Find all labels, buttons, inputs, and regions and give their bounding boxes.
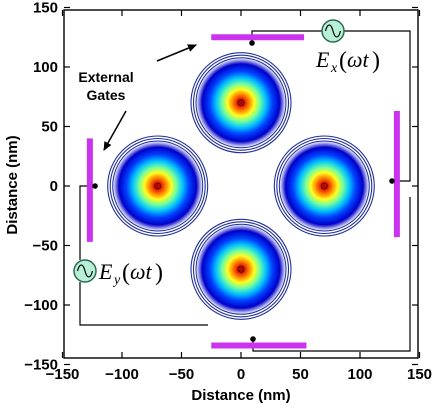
x-tick-label: 150 xyxy=(407,366,432,383)
ey-field-label: E y ( ωt ) xyxy=(98,259,163,288)
ey-subscript: y xyxy=(112,273,121,288)
ey-ac-source-icon xyxy=(73,259,97,283)
y-tick-label: 100 xyxy=(33,59,58,76)
axis-ticks: −150 −100 −50 0 50 100 150 150 100 50 0 −50 −100 −150 xyxy=(24,0,432,383)
gate-contact-dot xyxy=(250,336,256,342)
x-tick-label: −100 xyxy=(105,366,139,383)
dot-middle-ring xyxy=(192,54,290,151)
dot-density-disc xyxy=(112,140,204,232)
ex-open-paren: ( xyxy=(339,48,347,74)
quantum-dot xyxy=(107,135,209,237)
y-tick-label: 50 xyxy=(41,119,58,136)
dot-center-marker xyxy=(154,182,162,190)
dot-density-disc xyxy=(195,223,287,315)
annotation-arrow-left xyxy=(103,110,127,151)
ey-open-paren: ( xyxy=(122,260,130,286)
ey-symbol: E xyxy=(98,259,113,284)
y-tick-label: −150 xyxy=(24,357,58,374)
gate-contact-dot xyxy=(249,40,255,46)
ex-field-label: E x ( ωt ) xyxy=(315,47,380,76)
annotation-line-1: External xyxy=(78,69,133,85)
dot-density-disc xyxy=(278,140,370,232)
quantum-dot xyxy=(190,218,292,320)
x-tick-label: −150 xyxy=(46,366,80,383)
dot-outer-ring xyxy=(190,218,292,320)
quantum-dots xyxy=(107,52,375,320)
dot-center-marker xyxy=(237,265,245,273)
dot-outer-ring xyxy=(107,135,209,237)
ex-symbol: E xyxy=(315,47,330,72)
dot-middle-ring xyxy=(109,137,206,235)
annotation-arrow-top xyxy=(156,44,197,62)
dot-density-disc xyxy=(195,57,287,149)
dot-outer-ring xyxy=(190,52,292,154)
external-gates-annotation: External Gates xyxy=(78,44,197,151)
x-tick-label: 50 xyxy=(292,366,309,383)
dot-center-marker xyxy=(237,99,245,107)
y-tick-label: 150 xyxy=(33,0,58,17)
x-axis-label: Distance (nm) xyxy=(191,387,290,404)
y-tick-label: 0 xyxy=(50,178,58,195)
gate-contact-dot xyxy=(389,178,395,184)
dot-center-marker xyxy=(320,182,328,190)
y-axis-label: Distance (nm) xyxy=(4,135,21,234)
ex-close-paren: ) xyxy=(372,48,380,74)
y-tick-label: −50 xyxy=(33,238,58,255)
gate-contact-dot xyxy=(92,183,98,189)
quantum-dot xyxy=(273,135,375,237)
dot-middle-ring xyxy=(192,221,290,318)
wire-ex-source-to-right-gate xyxy=(344,30,411,182)
ex-subscript: x xyxy=(330,61,338,76)
x-tick-label: 0 xyxy=(237,366,245,383)
ey-argument: ωt xyxy=(130,259,153,284)
wire-ey-source-bottom xyxy=(79,282,208,326)
x-tick-label: −50 xyxy=(169,366,194,383)
ex-argument: ωt xyxy=(347,47,370,72)
dot-middle-ring xyxy=(276,137,373,235)
ex-ac-source-icon xyxy=(321,19,345,43)
ey-close-paren: ) xyxy=(155,260,163,286)
quantum-dot xyxy=(190,52,292,154)
external-gates xyxy=(86,34,400,349)
y-tick-label: −100 xyxy=(24,297,58,314)
dot-outer-ring xyxy=(273,135,375,237)
annotation-line-2: Gates xyxy=(87,87,126,103)
x-tick-label: 100 xyxy=(347,366,372,383)
